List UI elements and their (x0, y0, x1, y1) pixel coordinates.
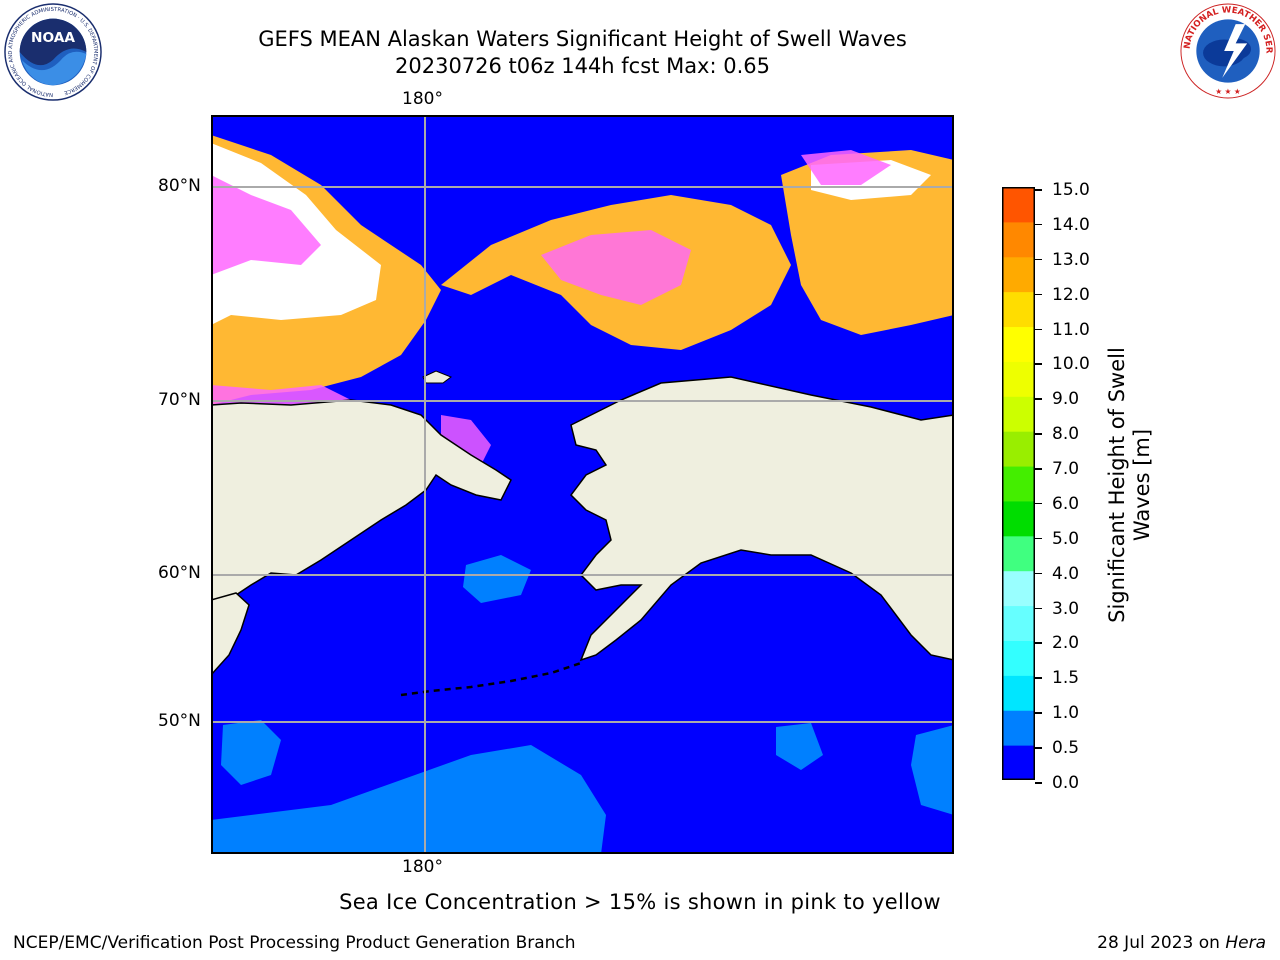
colorbar-tick-mark (1035, 293, 1042, 296)
sea-ice-west-pink (211, 175, 321, 275)
chart-title: GEFS MEAN Alaskan Waters Significant Hei… (258, 27, 907, 51)
colorbar-tick-mark (1035, 433, 1042, 435)
colorbar-bin (1002, 221, 1035, 258)
colorbar-tick-label: 9.0 (1052, 389, 1080, 410)
colorbar-bin (1002, 396, 1035, 432)
colorbar-tick-label: 10.0 (1052, 354, 1090, 375)
colorbar-bin (1002, 431, 1035, 467)
colorbar-tick-mark (1035, 677, 1042, 679)
colorbar-bin (1002, 500, 1035, 537)
swell-patch-south (211, 745, 606, 854)
colorbar (1002, 187, 1035, 781)
land-alaska (570, 376, 954, 662)
footer-date: 28 Jul 2023 on Hera (1097, 933, 1266, 953)
colorbar-tick-label: 0.0 (1052, 773, 1080, 793)
colorbar-tick-mark (1035, 223, 1042, 226)
colorbar-tick-mark (1035, 363, 1042, 365)
colorbar-tick-label: 7.0 (1052, 459, 1080, 480)
colorbar-tick-mark (1035, 607, 1042, 610)
colorbar-tick-mark (1035, 782, 1042, 784)
colorbar-swatches (1002, 187, 1035, 781)
swell-patch-bering (463, 555, 531, 603)
colorbar-tick-label: 14.0 (1052, 214, 1090, 235)
swell-height-map (211, 115, 954, 854)
colorbar-tick-label: 5.0 (1052, 528, 1080, 549)
colorbar-tick-label: 6.0 (1052, 493, 1080, 514)
colorbar-tick-mark (1035, 502, 1042, 505)
nws-logo-icon: NATIONAL WEATHER SERVICE ★ ★ ★ (1180, 3, 1276, 99)
colorbar-tick-mark (1035, 537, 1042, 540)
chart-subtitle: 20230726 t06z 144h fcst Max: 0.65 (395, 54, 770, 78)
noaa-logo-icon: NOAA NATIONAL OCEANIC AND ATMOSPHERIC AD… (4, 3, 102, 101)
svg-text:★ ★ ★: ★ ★ ★ (1215, 87, 1241, 96)
colorbar-border (1002, 187, 1035, 780)
swell-patch-southwest (221, 720, 281, 785)
sea-ice-chukchi-pink (541, 230, 691, 305)
colorbar-tick-label: 4.0 (1052, 563, 1080, 584)
land-siberia (211, 399, 512, 601)
sea-ice-strait-pink (441, 415, 491, 465)
colorbar-tick-label: 1.5 (1052, 668, 1080, 689)
colorbar-bin (1002, 187, 1035, 223)
sea-ice-beaufort-pink (801, 150, 891, 185)
colorbar-tick-label: 12.0 (1052, 284, 1090, 305)
swell-patch-southeast (911, 725, 954, 815)
colorbar-bin (1002, 256, 1035, 293)
colorbar-bin (1002, 605, 1035, 641)
colorbar-title-line2: Waves [m] (1130, 428, 1154, 542)
colorbar-tick-label: 13.0 (1052, 249, 1090, 270)
colorbar-bin (1002, 675, 1035, 711)
lat-label-60: 60°N (158, 563, 201, 583)
colorbar-tick-mark (1035, 747, 1042, 749)
colorbar-tick-label: 8.0 (1052, 424, 1080, 445)
land-kamchatka (211, 592, 250, 677)
colorbar-bin (1002, 291, 1035, 328)
footer-branch: NCEP/EMC/Verification Post Processing Pr… (13, 933, 576, 953)
footer-machine: Hera (1225, 933, 1266, 953)
colorbar-bin (1002, 361, 1035, 397)
colorbar-title: Significant Height of Swell Waves [m] (1105, 185, 1155, 785)
colorbar-tick-mark (1035, 189, 1042, 191)
colorbar-tick-label: 11.0 (1052, 319, 1090, 340)
map-gridlines (211, 115, 954, 854)
colorbar-tick-label: 2.0 (1052, 633, 1080, 654)
footer-date-text: 28 Jul 2023 on (1097, 933, 1226, 953)
colorbar-tick-mark (1035, 712, 1042, 714)
colorbar-bin (1002, 745, 1035, 781)
sea-ice-beaufort (781, 150, 954, 335)
colorbar-tick-label: 1.0 (1052, 703, 1080, 724)
colorbar-tick-mark (1035, 398, 1042, 400)
swell-patch-east (776, 723, 823, 770)
colorbar-tick-mark (1035, 468, 1042, 470)
colorbar-tick-label: 3.0 (1052, 598, 1080, 619)
colorbar-bin (1002, 640, 1035, 676)
lon-label-top: 180° (402, 89, 443, 109)
colorbar-bin (1002, 535, 1035, 572)
colorbar-bin (1002, 570, 1035, 607)
colorbar-title-line1: Significant Height of Swell (1105, 347, 1129, 623)
lat-label-80: 80°N (158, 176, 201, 196)
lon-label-bottom: 180° (402, 857, 443, 877)
lat-label-50: 50°N (158, 711, 201, 731)
lat-label-70: 70°N (158, 390, 201, 410)
colorbar-bin (1002, 466, 1035, 502)
colorbar-bin (1002, 710, 1035, 746)
colorbar-tick-label: 15.0 (1052, 180, 1090, 200)
colorbar-tick-mark (1035, 642, 1042, 644)
colorbar-tick-mark (1035, 258, 1042, 261)
colorbar-tick-label: 0.5 (1052, 738, 1080, 759)
colorbar-bin (1002, 326, 1035, 362)
colorbar-tick-mark (1035, 328, 1042, 331)
sea-ice-note: Sea Ice Concentration > 15% is shown in … (339, 890, 941, 914)
svg-text:NOAA: NOAA (31, 30, 75, 46)
colorbar-tick-mark (1035, 572, 1042, 575)
